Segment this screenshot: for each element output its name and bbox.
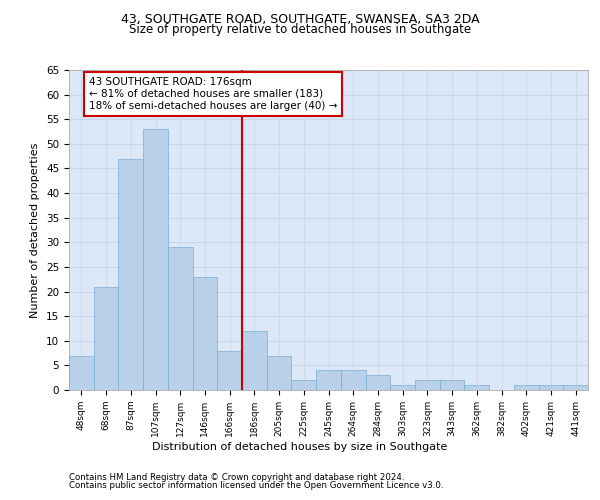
Y-axis label: Number of detached properties: Number of detached properties: [31, 142, 40, 318]
Bar: [242, 331, 267, 390]
Bar: [69, 356, 94, 390]
Bar: [341, 370, 365, 390]
Text: Size of property relative to detached houses in Southgate: Size of property relative to detached ho…: [129, 22, 471, 36]
Bar: [118, 158, 143, 390]
Text: Distribution of detached houses by size in Southgate: Distribution of detached houses by size …: [152, 442, 448, 452]
Bar: [143, 129, 168, 390]
Bar: [193, 277, 217, 390]
Bar: [267, 356, 292, 390]
Bar: [415, 380, 440, 390]
Bar: [563, 385, 588, 390]
Text: Contains public sector information licensed under the Open Government Licence v3: Contains public sector information licen…: [69, 481, 443, 490]
Bar: [464, 385, 489, 390]
Bar: [168, 247, 193, 390]
Bar: [217, 350, 242, 390]
Bar: [292, 380, 316, 390]
Bar: [365, 375, 390, 390]
Bar: [440, 380, 464, 390]
Bar: [94, 286, 118, 390]
Bar: [316, 370, 341, 390]
Bar: [539, 385, 563, 390]
Text: Contains HM Land Registry data © Crown copyright and database right 2024.: Contains HM Land Registry data © Crown c…: [69, 472, 404, 482]
Bar: [390, 385, 415, 390]
Bar: [514, 385, 539, 390]
Text: 43, SOUTHGATE ROAD, SOUTHGATE, SWANSEA, SA3 2DA: 43, SOUTHGATE ROAD, SOUTHGATE, SWANSEA, …: [121, 12, 479, 26]
Text: 43 SOUTHGATE ROAD: 176sqm
← 81% of detached houses are smaller (183)
18% of semi: 43 SOUTHGATE ROAD: 176sqm ← 81% of detac…: [89, 78, 337, 110]
